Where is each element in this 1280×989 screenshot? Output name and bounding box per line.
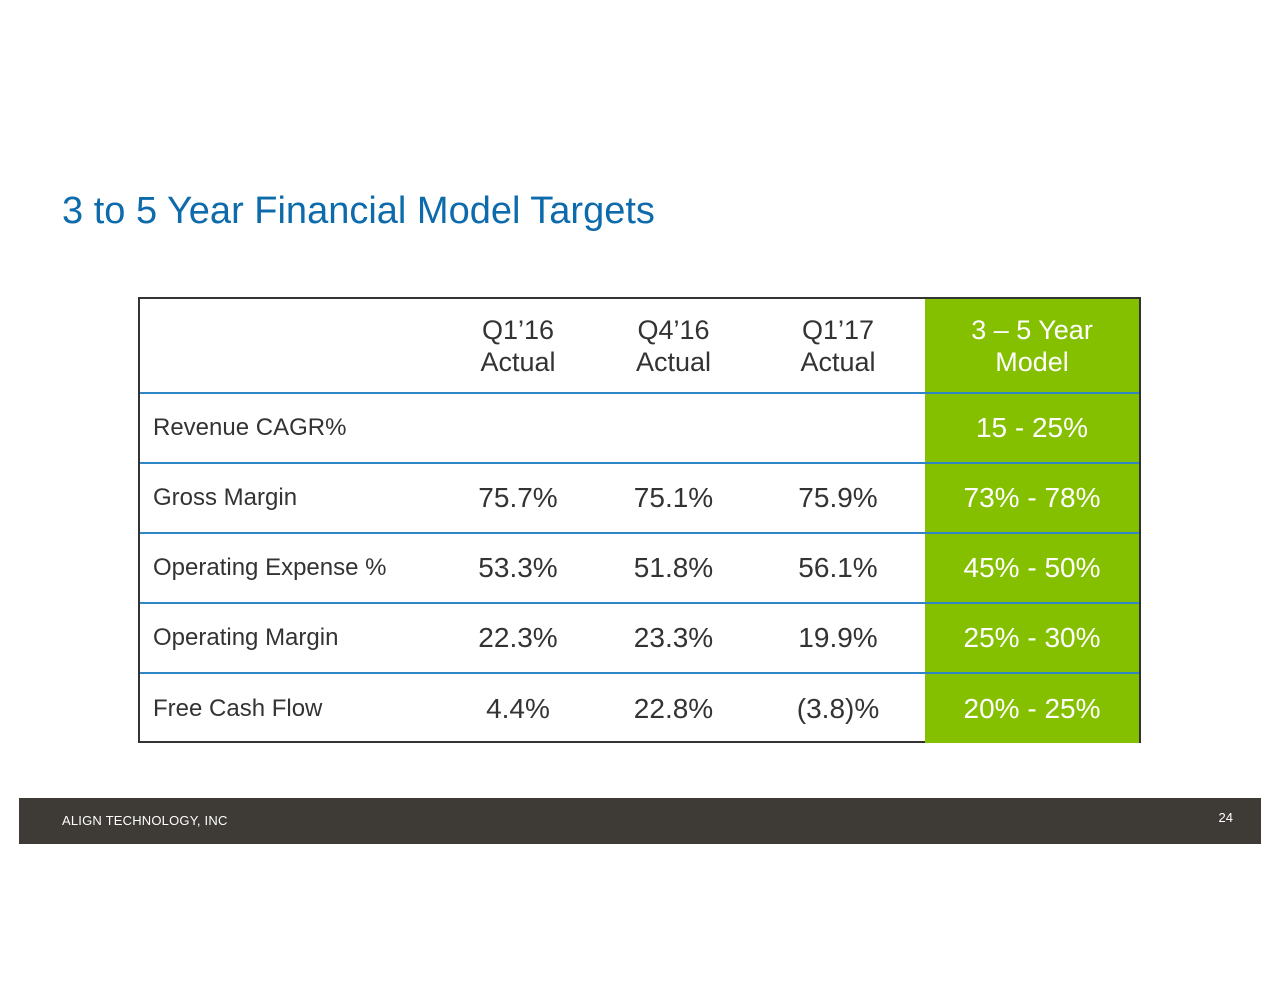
- header-q4-16: Q4’16 Actual: [596, 299, 751, 394]
- header-type: Actual: [800, 346, 876, 377]
- header-period: Q1’16: [481, 314, 555, 345]
- header-q1-17: Q1’17 Actual: [751, 299, 925, 394]
- cell-model: 25% - 30%: [925, 603, 1139, 674]
- cell-q1-17: (3.8)%: [796, 692, 880, 724]
- cell-q4-16: 51.8%: [596, 533, 751, 604]
- footer-company-name: ALIGN TECHNOLOGY, INC: [62, 813, 228, 828]
- cell-q1-17: 75.9%: [751, 463, 925, 534]
- header-period: 3 – 5 Year: [971, 314, 1093, 345]
- cell-q1-16: 75.7%: [440, 463, 596, 534]
- row-label: Operating Expense %: [140, 533, 440, 604]
- financial-targets-table: Q1’16 Actual Q4’16 Actual Q1’17 Actual 3…: [138, 297, 1141, 743]
- table-row: Gross Margin 75.7% 75.1% 75.9% 73% - 78%: [140, 463, 1139, 534]
- cell-model: 20% - 25%: [925, 673, 1139, 743]
- page-title: 3 to 5 Year Financial Model Targets: [62, 190, 655, 232]
- header-type: Actual: [635, 346, 712, 377]
- cell-model: 73% - 78%: [925, 463, 1139, 534]
- cell-q1-16: 4.4%: [486, 692, 550, 724]
- page-number: 24: [1218, 810, 1233, 825]
- row-label: Revenue CAGR%: [140, 393, 440, 464]
- header-period: Q4’16: [637, 314, 710, 345]
- cell-model: 45% - 50%: [925, 533, 1139, 604]
- header-label-cell: [140, 299, 440, 394]
- table-row: Revenue CAGR% 15 - 25%: [140, 393, 1139, 464]
- cell-q1-16: 53.3%: [440, 533, 596, 604]
- footer-bar: ALIGN TECHNOLOGY, INC 24: [19, 798, 1261, 844]
- cell-q4-16: 23.3%: [596, 603, 751, 674]
- table-row: Operating Expense % 53.3% 51.8% 56.1% 45…: [140, 533, 1139, 604]
- cell-q4-16: 22.8%: [633, 692, 714, 724]
- cell-q1-16: [440, 393, 596, 464]
- header-type: Model: [995, 346, 1069, 377]
- table-header-row: Q1’16 Actual Q4’16 Actual Q1’17 Actual 3…: [140, 299, 1139, 394]
- header-type: Actual: [480, 346, 556, 377]
- cell-q4-16: 75.1%: [596, 463, 751, 534]
- row-label: Free Cash Flow: [153, 694, 323, 722]
- header-period: Q1’17: [801, 314, 875, 345]
- cell-model: 15 - 25%: [925, 393, 1139, 464]
- cell-q1-17: 56.1%: [751, 533, 925, 604]
- table-row: Operating Margin 22.3% 23.3% 19.9% 25% -…: [140, 603, 1139, 674]
- header-q1-16: Q1’16 Actual: [440, 299, 596, 394]
- table-row: Free Cash Flow 4.4% 22.8% (3.8)% 20% - 2…: [140, 673, 1139, 743]
- cell-q1-16: 22.3%: [440, 603, 596, 674]
- cell-q1-17: [751, 393, 925, 464]
- row-label: Gross Margin: [140, 463, 440, 534]
- cell-q1-17: 19.9%: [751, 603, 925, 674]
- header-model: 3 – 5 Year Model: [925, 299, 1139, 394]
- cell-q4-16: [596, 393, 751, 464]
- row-label: Operating Margin: [140, 603, 440, 674]
